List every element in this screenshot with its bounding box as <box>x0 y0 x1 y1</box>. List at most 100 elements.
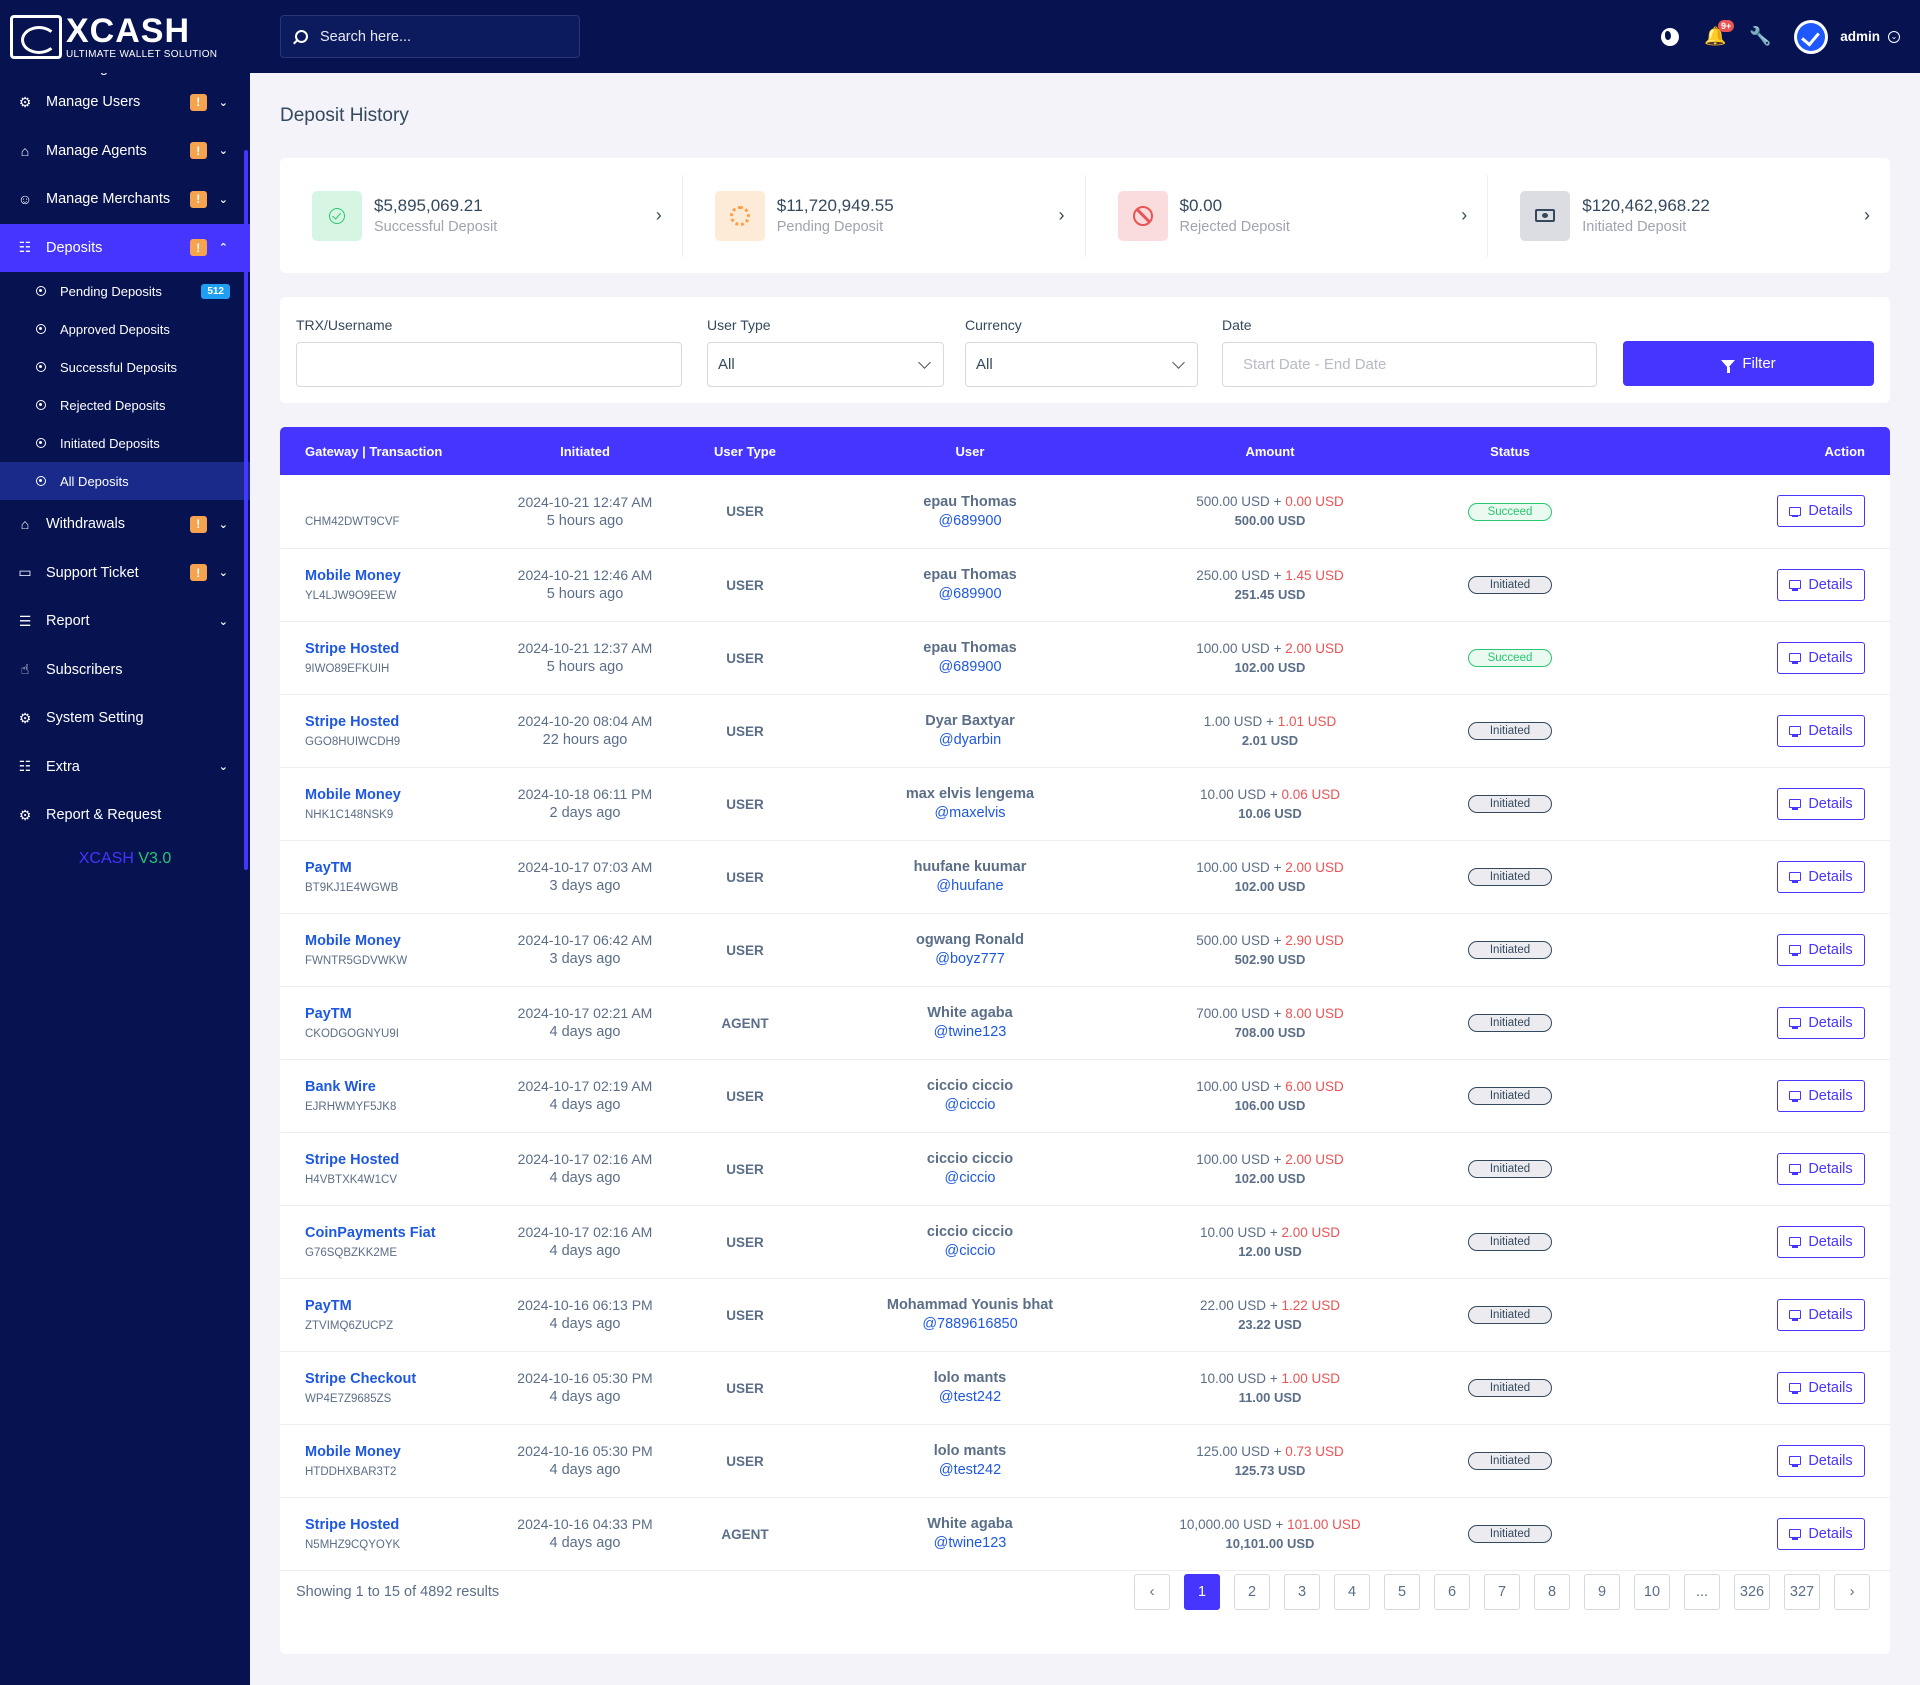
user-handle-link[interactable]: @test242 <box>938 1389 1002 1405</box>
sidebar-item-report-request[interactable]: ⚙ Report & Request <box>0 791 250 840</box>
gateway-name[interactable]: Bank Wire <box>305 1078 376 1095</box>
user-handle-link[interactable]: @twine123 <box>933 1535 1007 1551</box>
user-handle-link[interactable]: @maxelvis <box>934 805 1006 821</box>
user-handle-link[interactable]: @huufane <box>936 878 1004 894</box>
gateway-name[interactable]: Stripe Hosted <box>305 640 400 657</box>
user-handle-link[interactable]: @boyz777 <box>935 951 1005 967</box>
gateway-name[interactable]: Mobile Money <box>305 786 401 803</box>
user-handle-link[interactable]: @ciccio <box>944 1170 996 1186</box>
search-box[interactable] <box>280 15 580 58</box>
stat-successful-deposit[interactable]: $5,895,069.21 Successful Deposit › <box>280 174 683 257</box>
chevron-right-icon[interactable]: › <box>1461 205 1468 225</box>
sidebar-item-subscribers[interactable]: ☝ Subscribers <box>0 646 250 695</box>
charge-value: 8.00 USD <box>1285 1005 1344 1021</box>
details-button[interactable]: Details <box>1777 641 1865 674</box>
currency-select[interactable]: All <box>965 342 1198 387</box>
tools-button[interactable]: 🔧 <box>1749 26 1771 48</box>
details-button[interactable]: Details <box>1777 568 1865 601</box>
gateway-name[interactable] <box>305 494 510 512</box>
pagination-page[interactable]: 2 <box>1234 1574 1270 1610</box>
pagination-page[interactable]: 1 <box>1184 1574 1220 1610</box>
pagination-page[interactable]: 326 <box>1734 1574 1770 1610</box>
user-type-select[interactable]: All <box>707 342 944 387</box>
user-handle-link[interactable]: @dyarbin <box>938 732 1002 748</box>
gateway-name[interactable]: Stripe Hosted <box>305 1516 400 1533</box>
gateway-name[interactable]: PayTM <box>305 1005 352 1022</box>
chevron-right-icon[interactable]: › <box>655 205 662 225</box>
admin-name[interactable]: admin <box>1840 29 1880 44</box>
user-handle-link[interactable]: @689900 <box>938 586 1002 602</box>
stat-initiated-deposit[interactable]: $120,462,968.22 Initiated Deposit › <box>1488 175 1890 257</box>
chevron-right-icon[interactable]: › <box>1058 205 1065 225</box>
sidebar-item-manage-merchants[interactable]: ☺ Manage Merchants! ⌄ <box>0 175 250 224</box>
submenu-item-approved-deposits[interactable]: Approved Deposits <box>0 310 250 348</box>
details-button[interactable]: Details <box>1777 1517 1865 1550</box>
sidebar-item-manage-users[interactable]: ⚙ Manage Users! ⌄ <box>0 78 250 127</box>
details-button[interactable]: Details <box>1777 1225 1865 1258</box>
details-button[interactable]: Details <box>1777 1298 1865 1331</box>
pagination-prev[interactable]: ‹ <box>1134 1574 1170 1610</box>
search-input[interactable] <box>320 28 560 45</box>
sidebar-item-support-ticket[interactable]: ▭ Support Ticket! ⌄ <box>0 549 250 598</box>
details-button[interactable]: Details <box>1777 1006 1865 1039</box>
sidebar-item-extra[interactable]: ☷ Extra ⌄ <box>0 743 250 792</box>
details-button[interactable]: Details <box>1777 860 1865 893</box>
pagination-page[interactable]: 7 <box>1484 1574 1520 1610</box>
details-button[interactable]: Details <box>1777 1371 1865 1404</box>
trx-input[interactable] <box>296 342 682 387</box>
submenu-item-successful-deposits[interactable]: Successful Deposits <box>0 348 250 386</box>
pagination-page[interactable]: 5 <box>1384 1574 1420 1610</box>
details-button[interactable]: Details <box>1777 1152 1865 1185</box>
chevron-down-icon[interactable]: ⌄ <box>1888 30 1900 43</box>
pagination-page[interactable]: 10 <box>1634 1574 1670 1610</box>
sidebar-item-system-setting[interactable]: ⚙ System Setting <box>0 694 250 743</box>
sidebar-item-report[interactable]: ☰ Report ⌄ <box>0 597 250 646</box>
details-button[interactable]: Details <box>1777 1444 1865 1477</box>
details-button[interactable]: Details <box>1777 714 1865 747</box>
gateway-name[interactable]: Mobile Money <box>305 932 401 949</box>
pagination-next[interactable]: › <box>1834 1574 1870 1610</box>
pagination-page[interactable]: 9 <box>1584 1574 1620 1610</box>
date-range-input[interactable] <box>1222 342 1597 387</box>
pagination-page[interactable]: 327 <box>1784 1574 1820 1610</box>
stat-rejected-deposit[interactable]: $0.00 Rejected Deposit › <box>1086 174 1489 257</box>
gateway-name[interactable]: PayTM <box>305 1297 352 1314</box>
gateway-name[interactable]: Stripe Checkout <box>305 1370 417 1387</box>
pagination-page[interactable]: 3 <box>1284 1574 1320 1610</box>
language-button[interactable] <box>1659 26 1681 48</box>
user-handle-link[interactable]: @test242 <box>938 1462 1002 1478</box>
details-button[interactable]: Details <box>1777 933 1865 966</box>
brand-logo[interactable]: XCASH ULTIMATE WALLET SOLUTION <box>0 0 250 73</box>
notification-button[interactable]: 🔔 9+ <box>1704 19 1735 48</box>
submenu-item-rejected-deposits[interactable]: Rejected Deposits <box>0 386 250 424</box>
details-button[interactable]: Details <box>1777 495 1865 528</box>
sidebar-scrollbar[interactable] <box>244 150 248 870</box>
gateway-name[interactable]: CoinPayments Fiat <box>305 1224 436 1241</box>
pagination-page[interactable]: 8 <box>1534 1574 1570 1610</box>
sidebar-item-withdrawals[interactable]: ⌂ Withdrawals! ⌄ <box>0 500 250 549</box>
user-handle-link[interactable]: @689900 <box>938 659 1002 675</box>
details-button[interactable]: Details <box>1777 1079 1865 1112</box>
gateway-name[interactable]: Stripe Hosted <box>305 713 400 730</box>
gateway-name[interactable]: Mobile Money <box>305 567 401 584</box>
pagination-page[interactable]: 6 <box>1434 1574 1470 1610</box>
stat-pending-deposit[interactable]: $11,720,949.55 Pending Deposit › <box>683 174 1086 257</box>
user-handle-link[interactable]: @twine123 <box>933 1024 1007 1040</box>
details-button[interactable]: Details <box>1777 787 1865 820</box>
gateway-name[interactable]: Mobile Money <box>305 1443 401 1460</box>
user-handle-link[interactable]: @689900 <box>938 512 1002 529</box>
submenu-item-all-deposits[interactable]: All Deposits <box>0 462 250 500</box>
user-handle-link[interactable]: @ciccio <box>944 1097 996 1113</box>
sidebar-item-manage-agents[interactable]: ⌂ Manage Agents! ⌄ <box>0 127 250 176</box>
gateway-name[interactable]: PayTM <box>305 859 352 876</box>
filter-button[interactable]: Filter <box>1623 341 1874 386</box>
submenu-item-initiated-deposits[interactable]: Initiated Deposits <box>0 424 250 462</box>
submenu-item-pending-deposits[interactable]: Pending Deposits 512 <box>0 272 250 310</box>
pagination-page[interactable]: 4 <box>1334 1574 1370 1610</box>
user-handle-link[interactable]: @ciccio <box>944 1243 996 1259</box>
avatar[interactable] <box>1794 19 1829 54</box>
chevron-right-icon[interactable]: › <box>1864 205 1870 225</box>
gateway-name[interactable]: Stripe Hosted <box>305 1151 400 1168</box>
user-handle-link[interactable]: @7889616850 <box>922 1316 1018 1332</box>
sidebar-item-deposits[interactable]: ☷ Deposits! ⌃ <box>0 223 250 272</box>
